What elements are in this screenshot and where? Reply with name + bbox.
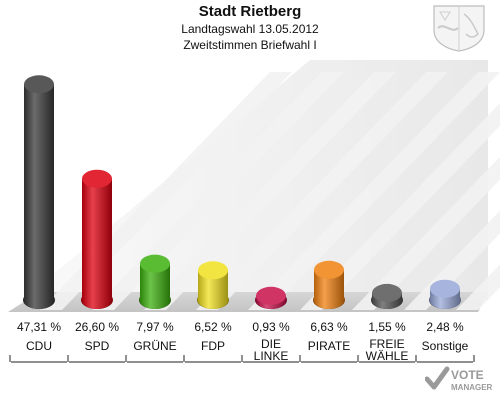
category-label-freie-line2: WÄHLE <box>366 349 409 363</box>
category-label-freie: FREIE <box>369 337 404 351</box>
chart-subtitle-2: Zweitstimmen Briefwahl I <box>183 38 317 52</box>
background-stripe <box>300 103 500 310</box>
checkmark-icon <box>425 366 450 390</box>
value-label-sonstige: 2,48 % <box>426 320 464 334</box>
category-label-spd: SPD <box>85 339 110 353</box>
value-label-fdp: 6,52 % <box>194 320 232 334</box>
logo-line2: MANAGER <box>451 383 493 392</box>
category-label-fdp: FDP <box>201 339 225 353</box>
bar-body <box>82 178 112 309</box>
bar-top <box>82 169 112 188</box>
bar-freie <box>371 283 403 309</box>
category-label-sonstige: Sonstige <box>422 339 469 353</box>
chart-title: Stadt Rietberg <box>198 3 302 20</box>
category-label-gruene: GRÜNE <box>133 339 176 353</box>
value-label-piraten: 6,63 % <box>310 320 348 334</box>
bar-sonstige <box>429 279 461 309</box>
value-label-linke: 0,93 % <box>252 320 290 334</box>
value-label-freie: 1,55 % <box>368 320 406 334</box>
bar-body <box>198 270 228 309</box>
bar-fdp <box>197 261 229 309</box>
bar-spd <box>81 169 113 309</box>
background-stripe <box>456 264 500 310</box>
value-label-spd: 26,60 % <box>75 320 119 334</box>
bar-top <box>140 254 170 273</box>
background-stripe <box>196 72 448 310</box>
background-stripe <box>92 72 344 310</box>
bar-body <box>140 263 170 309</box>
bar-top <box>314 260 344 279</box>
value-label-cdu: 47,31 % <box>17 320 61 334</box>
bars <box>23 75 461 309</box>
value-labels: 47,31 % 26,60 % 7,97 % 6,52 % 0,93 % 6,63 % 1,… <box>17 320 464 334</box>
bar-piraten <box>313 260 345 309</box>
bar-top <box>372 283 402 302</box>
bar-body <box>24 84 54 309</box>
chart-subtitle: Landtagswahl 13.05.2012 <box>181 22 319 36</box>
category-label-piraten: PIRATE <box>308 339 350 353</box>
bar-top <box>430 279 460 298</box>
nrw-coat-of-arms-icon <box>433 5 485 52</box>
bar-gruene <box>139 254 171 309</box>
background-stripe <box>248 72 500 310</box>
logo-line1: VOTE <box>451 368 484 382</box>
bar-top <box>256 286 286 305</box>
bar-linke <box>255 286 287 309</box>
background-stripe <box>352 156 500 310</box>
category-label-linke-line2: LINKE <box>254 349 289 363</box>
category-label-linke: DIE <box>261 337 281 351</box>
bar-body <box>314 269 344 309</box>
category-label-cdu: CDU <box>26 339 52 353</box>
vote-manager-logo: VOTE MANAGER <box>425 366 493 392</box>
bar-top <box>24 75 54 94</box>
background-stripe <box>144 72 396 310</box>
bar-top <box>198 261 228 280</box>
bar-cdu <box>23 75 55 309</box>
value-label-gruene: 7,97 % <box>136 320 174 334</box>
background-stripe <box>404 210 500 310</box>
